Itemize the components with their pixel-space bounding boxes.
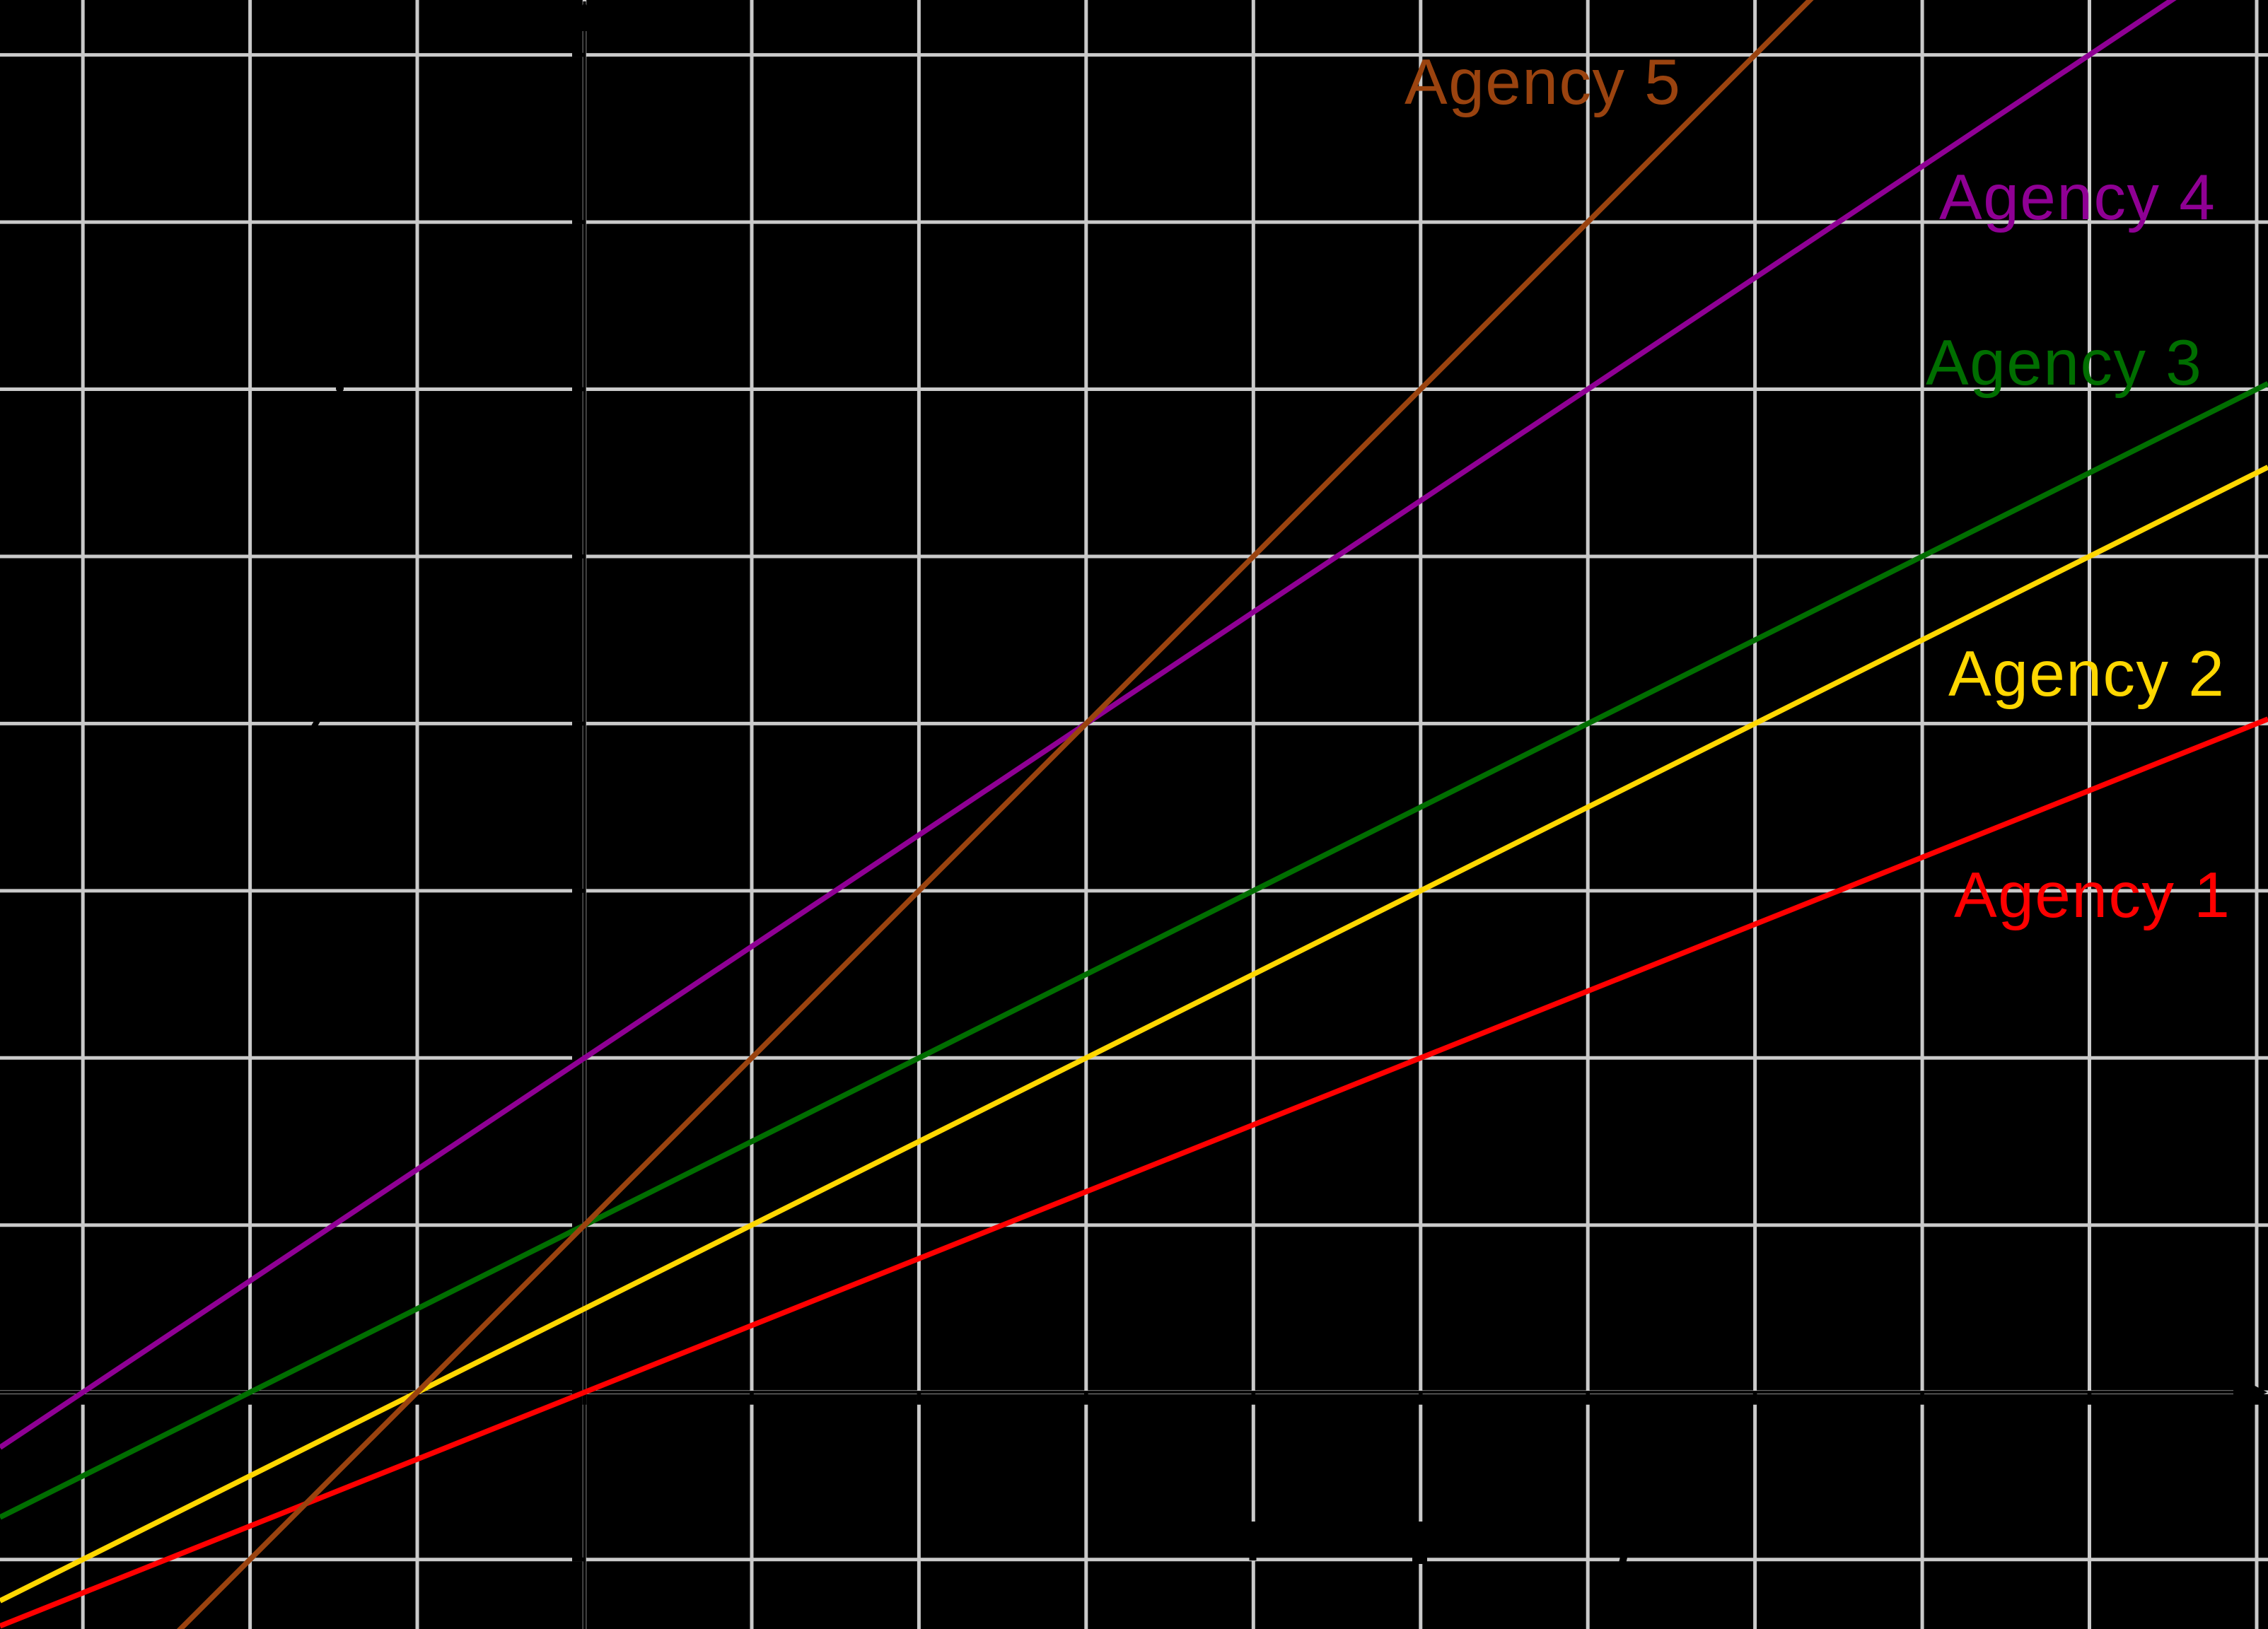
svg-text:Agency 3: Agency 3 <box>1926 327 2202 399</box>
svg-text:Agency 4: Agency 4 <box>1939 162 2216 233</box>
svg-text:Agency 2: Agency 2 <box>1948 638 2225 710</box>
svg-text:Agency 1: Agency 1 <box>1954 860 2231 931</box>
svg-text:Agency 5: Agency 5 <box>1405 47 1681 118</box>
